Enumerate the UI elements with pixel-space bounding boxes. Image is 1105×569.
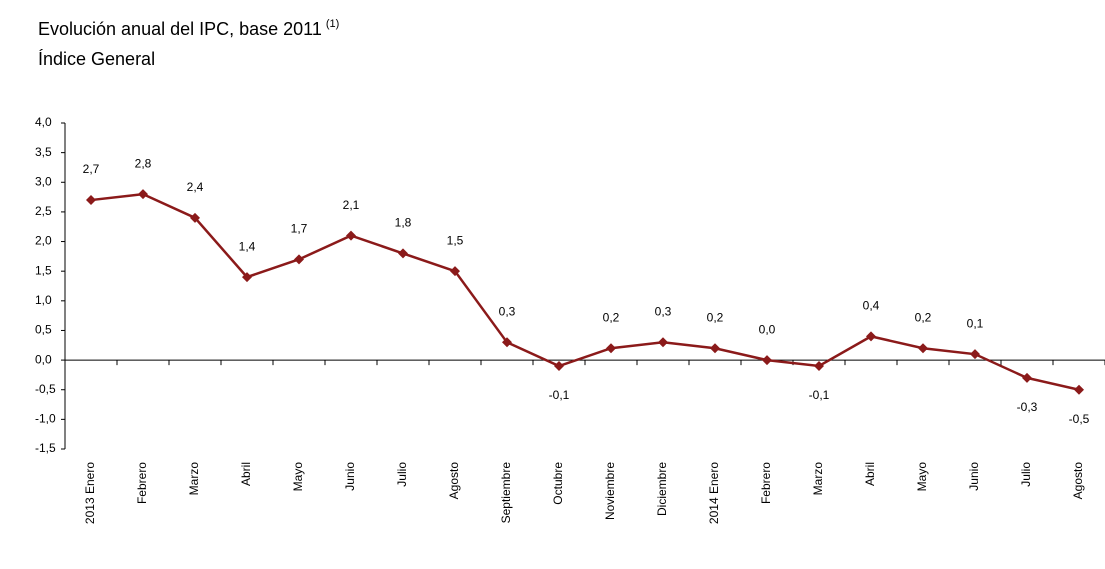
x-tick-label: Octubre [551, 462, 565, 505]
marker [398, 248, 408, 259]
marker [918, 343, 928, 354]
data-label: 2,1 [343, 198, 360, 212]
y-tick-label: -1,0 [35, 412, 56, 426]
chart-subtitle: Índice General [38, 49, 155, 69]
marker [450, 266, 460, 277]
y-tick-label: 2,5 [35, 204, 52, 218]
data-label: 1,7 [291, 221, 308, 235]
data-label: 1,8 [395, 216, 412, 230]
data-label: 0,4 [863, 299, 880, 313]
x-tick-label: Agosto [1071, 462, 1085, 500]
x-tick-label: Febrero [135, 462, 149, 504]
x-tick-label: Junio [967, 462, 981, 491]
y-tick-label: 1,0 [35, 293, 52, 307]
y-tick-label: 2,0 [35, 234, 52, 248]
data-label: -0,1 [549, 388, 570, 402]
x-tick-label: Mayo [291, 462, 305, 492]
y-tick-label: 4,0 [35, 115, 52, 129]
marker [1074, 384, 1084, 395]
data-label: 0,2 [603, 310, 620, 324]
x-tick-label: Julio [395, 462, 409, 487]
data-label: -0,3 [1017, 400, 1038, 414]
marker [658, 337, 668, 348]
y-tick-label: 3,5 [35, 145, 52, 159]
marker [502, 337, 512, 348]
marker [866, 331, 876, 342]
data-label: 2,4 [187, 180, 204, 194]
marker [138, 189, 148, 200]
data-label: 0,2 [915, 310, 932, 324]
marker [554, 361, 564, 372]
x-tick-label: Noviembre [603, 462, 617, 520]
marker [606, 343, 616, 354]
title-note: (1) [326, 18, 339, 30]
y-tick-label: 0,0 [35, 352, 52, 366]
x-tick-label: Abril [239, 462, 253, 486]
x-tick-label: Marzo [187, 462, 201, 496]
x-tick-label: Julio [1019, 462, 1033, 487]
x-tick-label: 2013 Enero [83, 462, 97, 524]
y-tick-label: -1,5 [35, 441, 56, 455]
x-tick-label: 2014 Enero [707, 462, 721, 524]
marker [86, 195, 96, 206]
x-tick-label: Mayo [915, 462, 929, 492]
marker [1022, 372, 1032, 383]
data-label: 1,4 [239, 239, 256, 253]
marker [346, 230, 356, 241]
marker [242, 272, 252, 283]
marker [762, 355, 772, 366]
data-label: 1,5 [447, 233, 464, 247]
data-label: 0,3 [499, 304, 516, 318]
marker [814, 361, 824, 372]
data-label: 0,3 [655, 304, 672, 318]
y-tick-label: -0,5 [35, 382, 56, 396]
x-tick-label: Septiembre [499, 462, 513, 524]
title-text: Evolución anual del IPC, base 2011 [38, 19, 322, 39]
data-label: 2,7 [83, 162, 100, 176]
marker [710, 343, 720, 354]
y-tick-label: 0,5 [35, 323, 52, 337]
line [90, 192, 1080, 391]
marker [294, 254, 304, 265]
x-tick-label: Diciembre [655, 462, 669, 516]
x-tick-label: Junio [343, 462, 357, 491]
data-label: 2,8 [135, 156, 152, 170]
data-label: 0,2 [707, 310, 724, 324]
x-tick-label: Marzo [811, 462, 825, 496]
y-tick-label: 3,0 [35, 174, 52, 188]
x-tick-label: Agosto [447, 462, 461, 500]
marker [970, 349, 980, 360]
x-tick-label: Abril [863, 462, 877, 486]
data-label: -0,1 [809, 388, 830, 402]
y-tick-label: 1,5 [35, 263, 52, 277]
data-label: 0,1 [967, 316, 984, 330]
data-label: -0,5 [1069, 412, 1090, 426]
chart-title: Evolución anual del IPC, base 2011 (1) [38, 18, 339, 39]
marker [190, 212, 200, 223]
data-label: 0,0 [759, 322, 776, 336]
x-tick-label: Febrero [759, 462, 773, 504]
